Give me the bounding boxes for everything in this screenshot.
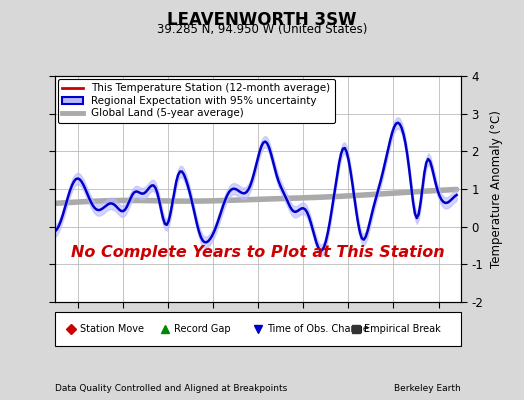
Text: Empirical Break: Empirical Break xyxy=(365,324,441,334)
Text: Data Quality Controlled and Aligned at Breakpoints: Data Quality Controlled and Aligned at B… xyxy=(55,384,287,393)
Text: Station Move: Station Move xyxy=(80,324,144,334)
Text: Berkeley Earth: Berkeley Earth xyxy=(395,384,461,393)
Text: LEAVENWORTH 3SW: LEAVENWORTH 3SW xyxy=(167,11,357,29)
Text: 39.285 N, 94.950 W (United States): 39.285 N, 94.950 W (United States) xyxy=(157,23,367,36)
Text: Record Gap: Record Gap xyxy=(173,324,230,334)
Text: No Complete Years to Plot at This Station: No Complete Years to Plot at This Statio… xyxy=(71,245,445,260)
Legend: This Temperature Station (12-month average), Regional Expectation with 95% uncer: This Temperature Station (12-month avera… xyxy=(58,79,335,123)
Y-axis label: Temperature Anomaly (°C): Temperature Anomaly (°C) xyxy=(490,110,504,268)
FancyBboxPatch shape xyxy=(55,312,461,346)
Text: Time of Obs. Change: Time of Obs. Change xyxy=(267,324,369,334)
